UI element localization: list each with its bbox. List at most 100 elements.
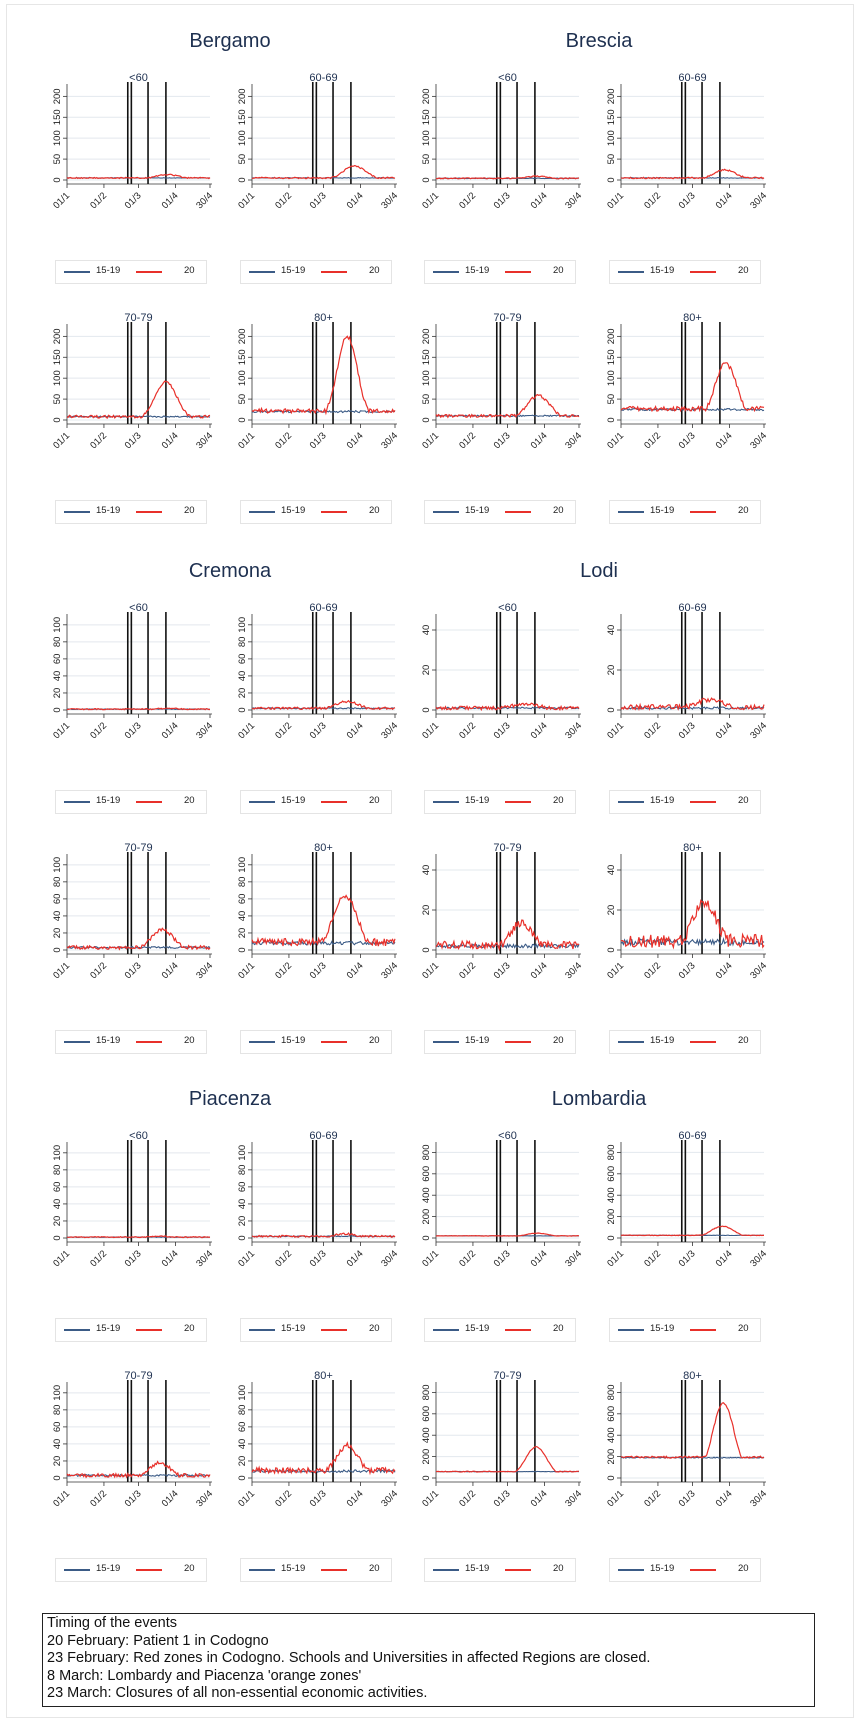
- legend: 15-19 20: [424, 500, 576, 524]
- x-tick-label: 01/4: [714, 1488, 735, 1509]
- legend: 15-19 20: [55, 1030, 207, 1054]
- y-tick-label: 20: [421, 665, 432, 676]
- series-line-15-19: [251, 409, 396, 414]
- y-tick-label: 100: [606, 130, 617, 146]
- y-tick-label: 40: [237, 1199, 248, 1210]
- series-line-20: [66, 173, 211, 180]
- legend-swatch-20: [690, 1329, 716, 1331]
- x-tick-label: 01/3: [308, 430, 329, 451]
- x-tick-label: 30/4: [194, 960, 215, 981]
- x-tick-label: 01/3: [123, 960, 144, 981]
- series-line-20: [66, 1235, 211, 1239]
- y-tick-label: 150: [52, 109, 63, 125]
- y-tick-label: 0: [421, 1235, 432, 1240]
- x-tick-label: 01/3: [308, 720, 329, 741]
- x-tick-label: 01/1: [236, 960, 257, 981]
- legend-swatch-20: [136, 1329, 162, 1331]
- x-tick-label: 30/4: [379, 1488, 400, 1509]
- panel-label: <60: [129, 1130, 148, 1142]
- y-tick-label: 40: [52, 671, 63, 682]
- x-tick-label: 01/4: [529, 960, 550, 981]
- chart-svg: 80+ 0 20 40 60 80 100 01/1 01/2 01/3 01/4 30/4: [236, 1370, 400, 1509]
- x-tick-label: 01/3: [492, 1248, 513, 1269]
- legend-swatch-15-19: [618, 801, 644, 803]
- x-tick-label: 01/1: [236, 720, 257, 741]
- y-tick-label: 200: [421, 88, 432, 104]
- legend-label-20: 20: [184, 1035, 195, 1046]
- y-tick-label: 40: [237, 911, 248, 922]
- chart-svg: <60 0 20 40 01/1 01/2 01/3 01/4 30/4: [420, 602, 584, 741]
- y-tick-label: 0: [421, 417, 432, 422]
- x-tick-label: 01/2: [273, 430, 294, 451]
- panel-label: 60-69: [309, 602, 337, 614]
- legend: 15-19 20: [424, 1558, 576, 1582]
- x-tick-label: 01/1: [420, 430, 441, 451]
- y-tick-label: 80: [237, 1405, 248, 1416]
- y-tick-label: 0: [237, 177, 248, 182]
- y-tick-label: 150: [421, 109, 432, 125]
- region-title: Piacenza: [188, 1088, 272, 1110]
- chart-panel: 60-69 0 50 100 150 200 01/1 01/2 01/3 01/4 30/4 15-…: [599, 68, 774, 284]
- chart-svg: 70-79 0 200 400 600 800 01/1 01/2 01/3 01/4 30/4: [420, 1370, 584, 1509]
- y-tick-label: 0: [237, 1235, 248, 1240]
- x-tick-label: 01/2: [88, 960, 109, 981]
- legend-label-15-19: 15-19: [96, 795, 121, 806]
- y-tick-label: 800: [606, 1144, 617, 1160]
- x-tick-label: 01/3: [308, 960, 329, 981]
- x-tick-label: 30/4: [748, 960, 769, 981]
- legend-swatch-15-19: [433, 801, 459, 803]
- x-tick-label: 01/4: [345, 190, 366, 211]
- legend-swatch-20: [690, 271, 716, 273]
- x-tick-label: 01/4: [345, 720, 366, 741]
- y-tick-label: 200: [421, 328, 432, 344]
- chart-svg: 60-69 0 20 40 60 80 100 01/1 01/2 01/3 01/4 30/4: [236, 1130, 400, 1269]
- legend-swatch-15-19: [249, 801, 275, 803]
- legend-swatch-20: [321, 1569, 347, 1571]
- legend-label-15-19: 15-19: [465, 795, 490, 806]
- x-tick-label: 30/4: [748, 190, 769, 211]
- legend-swatch-15-19: [618, 1329, 644, 1331]
- region-title: Lombardia: [551, 1088, 647, 1110]
- legend-swatch-20: [136, 801, 162, 803]
- chart-svg: 80+ 0 50 100 150 200 01/1 01/2 01/3 01/4 30/4: [236, 312, 400, 451]
- x-tick-label: 01/1: [605, 1488, 626, 1509]
- legend-label-15-19: 15-19: [281, 265, 306, 276]
- legend-swatch-20: [505, 1041, 531, 1043]
- legend: 15-19 20: [240, 1318, 392, 1342]
- legend-swatch-15-19: [64, 271, 90, 273]
- y-tick-label: 600: [606, 1166, 617, 1182]
- y-tick-label: 80: [237, 1165, 248, 1176]
- y-tick-label: 50: [237, 154, 248, 165]
- legend-swatch-15-19: [64, 801, 90, 803]
- chart-svg: <60 0 50 100 150 200 01/1 01/2 01/3 01/4 30/4: [420, 72, 584, 211]
- series-line-20: [435, 919, 580, 952]
- chart-svg: <60 0 20 40 60 80 100 01/1 01/2 01/3 01/4 30/4: [51, 602, 215, 741]
- series-line-20: [66, 927, 211, 951]
- x-tick-label: 30/4: [194, 1488, 215, 1509]
- x-tick-label: 01/1: [420, 720, 441, 741]
- chart-panel: 80+ 0 20 40 60 80 100 01/1 01/2 01/3 01/4 30/4 15-19…: [230, 1366, 405, 1582]
- x-tick-label: 01/1: [605, 430, 626, 451]
- legend-label-20: 20: [369, 1323, 380, 1334]
- notes-title: Timing of the events: [47, 1615, 178, 1631]
- legend-swatch-15-19: [618, 271, 644, 273]
- legend-swatch-20: [505, 511, 531, 513]
- x-tick-label: 01/2: [457, 430, 478, 451]
- y-tick-label: 100: [52, 1385, 63, 1401]
- x-tick-label: 01/4: [160, 190, 181, 211]
- series-line-20: [435, 702, 580, 712]
- legend: 15-19 20: [609, 500, 761, 524]
- x-tick-label: 01/3: [123, 1248, 144, 1269]
- chart-panel: 70-79 0 20 40 60 80 100 01/1 01/2 01/3 01/4 30/4 15-…: [45, 838, 220, 1054]
- x-tick-label: 01/1: [51, 430, 72, 451]
- y-tick-label: 0: [237, 1475, 248, 1480]
- panel-label: 70-79: [493, 842, 521, 854]
- x-tick-label: 01/3: [677, 190, 698, 211]
- chart-svg: <60 0 200 400 600 800 01/1 01/2 01/3 01/4 30/4: [420, 1130, 584, 1269]
- chart-svg: 60-69 0 50 100 150 200 01/1 01/2 01/3 01/4 30/4: [605, 72, 769, 211]
- legend: 15-19 20: [55, 1558, 207, 1582]
- series-line-20: [435, 393, 580, 419]
- x-tick-label: 01/4: [714, 190, 735, 211]
- legend: 15-19 20: [424, 1318, 576, 1342]
- x-tick-label: 01/2: [642, 1248, 663, 1269]
